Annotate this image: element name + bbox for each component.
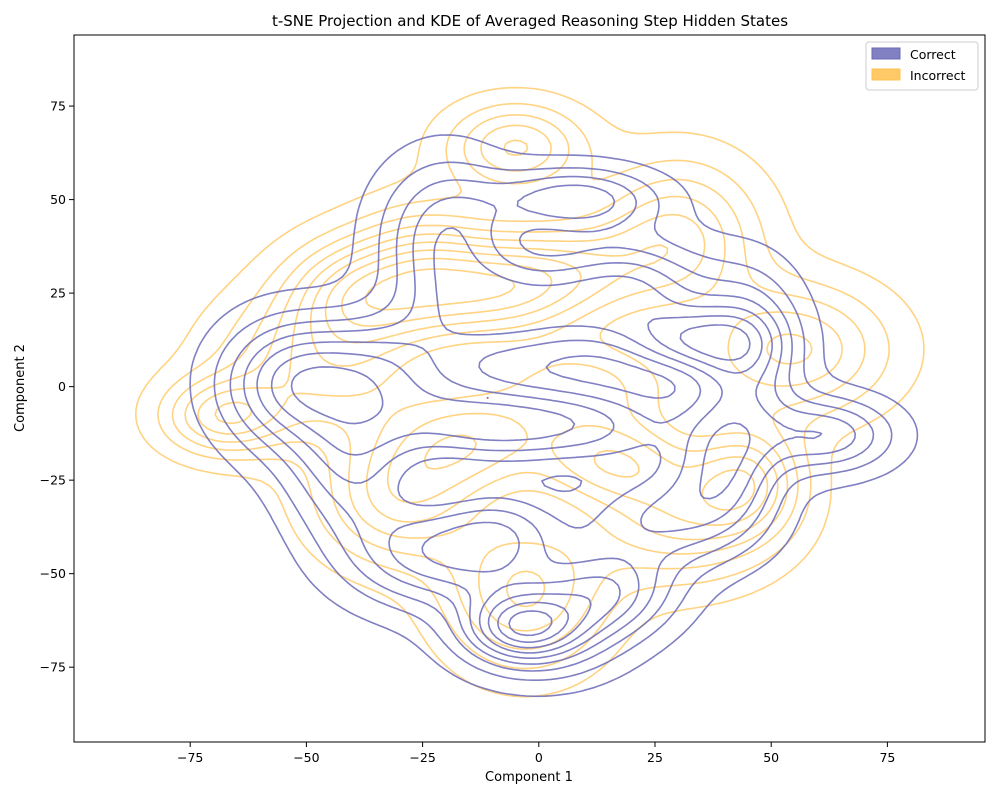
y-axis-label: Component 2 <box>13 344 28 432</box>
contour-level-correct <box>270 315 763 654</box>
contour-level-correct <box>243 184 856 665</box>
x-tick-label: 0 <box>535 750 543 765</box>
legend-swatch-incorrect <box>871 68 901 81</box>
legend-label-correct: Correct <box>910 47 956 62</box>
contour-level-incorrect <box>214 241 769 526</box>
contour-level-correct <box>290 324 751 649</box>
contour-level-correct <box>256 227 823 659</box>
y-axis-ticks: −75 −50 −25 0 25 50 75 <box>40 99 74 675</box>
x-tick-label: 75 <box>879 750 895 765</box>
chart-title: t-SNE Projection and KDE of Averaged Rea… <box>272 12 788 30</box>
x-axis-ticks: −75 −50 −25 0 25 50 75 <box>177 742 895 765</box>
y-tick-label: 50 <box>50 192 66 207</box>
y-tick-label: −25 <box>40 473 66 488</box>
x-tick-label: −75 <box>177 750 203 765</box>
contour-level-incorrect <box>365 268 516 311</box>
x-tick-label: 50 <box>763 750 779 765</box>
annotation-point <box>486 396 489 399</box>
contour-level-correct <box>213 161 893 681</box>
contour-level-correct <box>229 175 875 672</box>
legend-swatch-correct <box>871 47 901 60</box>
x-tick-label: 25 <box>647 750 663 765</box>
contour-series-incorrect <box>135 86 925 698</box>
contour-level-incorrect <box>157 102 890 670</box>
contour-level-correct <box>508 610 553 637</box>
contour-level-incorrect <box>341 257 553 327</box>
contour-level-incorrect <box>171 114 866 650</box>
y-tick-label: −50 <box>40 566 66 581</box>
plot-frame <box>73 34 986 743</box>
contour-level-correct <box>497 601 569 643</box>
contour-series-correct <box>189 134 919 698</box>
contour-level-correct <box>189 134 919 698</box>
y-tick-label: 0 <box>58 379 66 394</box>
contour-level-incorrect <box>324 249 756 511</box>
x-axis-label: Component 1 <box>485 770 573 785</box>
contour-level-incorrect <box>135 86 925 698</box>
legend: Correct Incorrect <box>865 41 979 91</box>
y-tick-label: 25 <box>50 286 66 301</box>
y-tick-label: 75 <box>50 99 66 114</box>
contour-level-incorrect <box>197 139 813 608</box>
y-tick-label: −75 <box>40 660 66 675</box>
x-tick-label: −50 <box>293 750 319 765</box>
legend-label-incorrect: Incorrect <box>910 68 965 83</box>
x-tick-label: −25 <box>409 750 435 765</box>
contour-layer <box>135 86 925 698</box>
